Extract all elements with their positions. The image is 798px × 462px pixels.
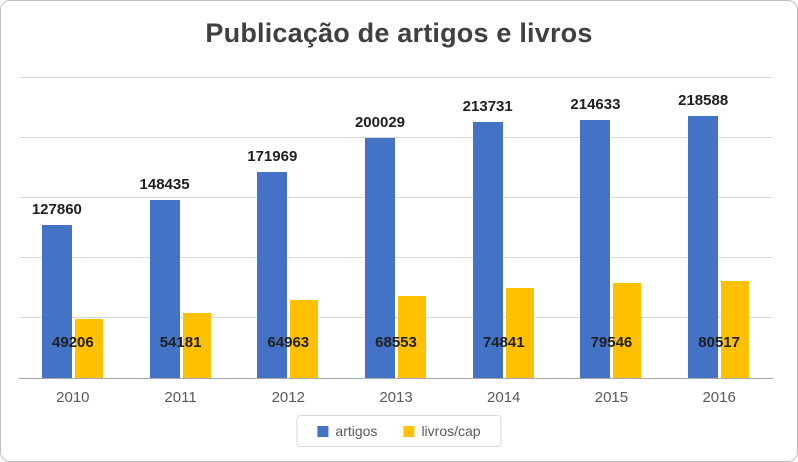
plot-area: 127860 49206 148435 54181 171969 64963 200029 6… <box>19 77 773 379</box>
x-axis-label-2014: 2014 <box>487 389 521 406</box>
data-label-artigos-2011: 148435 <box>139 175 190 193</box>
data-label-livros-cap-2012: 64963 <box>267 334 310 351</box>
bar-livros-cap-2015 <box>613 282 642 378</box>
legend-item-livros-cap: livros/cap <box>403 423 481 439</box>
x-axis-label-2010: 2010 <box>56 389 90 406</box>
bar-artigos-2011 <box>149 199 180 378</box>
legend: artigos livros/cap <box>296 415 502 447</box>
data-label-artigos-2014: 213731 <box>462 97 513 115</box>
gridline <box>19 257 773 258</box>
data-label-livros-cap-2016: 80517 <box>698 334 740 351</box>
data-label-artigos-2010: 127860 <box>31 200 82 218</box>
bar-artigos-2012 <box>257 171 288 378</box>
bar-livros-cap-2011 <box>182 312 211 378</box>
chart-title: Publicação de artigos e livros <box>205 18 593 48</box>
x-axis-label-2015: 2015 <box>594 389 629 406</box>
legend-swatch-livros-cap <box>403 425 415 437</box>
bar-livros-cap-2013 <box>398 295 426 378</box>
bar-artigos-2016 <box>688 115 719 378</box>
bar-artigos-2010 <box>41 224 72 378</box>
data-label-livros-cap-2013: 68553 <box>375 334 417 351</box>
bar-livros-cap-2014 <box>505 288 534 378</box>
legend-label: livros/cap <box>421 423 481 439</box>
bar-livros-cap-2010 <box>74 318 103 378</box>
data-label-livros-cap-2014: 74841 <box>482 334 525 351</box>
bar-artigos-2015 <box>580 120 611 378</box>
data-label-artigos-2016: 218588 <box>678 91 729 109</box>
gridline <box>19 77 773 78</box>
bar-livros-cap-2016 <box>721 281 750 378</box>
legend-item-artigos: artigos <box>317 423 377 439</box>
legend-label: artigos <box>335 423 378 439</box>
bar-artigos-2013 <box>365 137 395 378</box>
bar-livros-cap-2012 <box>290 300 319 378</box>
data-label-livros-cap-2010: 49206 <box>51 334 94 351</box>
data-label-artigos-2012: 171969 <box>247 147 298 165</box>
x-axis-label-2013: 2013 <box>379 389 413 406</box>
gridline <box>19 317 773 318</box>
x-axis-label-2016: 2016 <box>702 389 736 406</box>
gridline <box>19 137 773 138</box>
x-axis-label-2011: 2011 <box>164 389 197 406</box>
gridline <box>19 197 773 198</box>
data-label-artigos-2015: 214633 <box>570 96 621 114</box>
data-label-livros-cap-2011: 54181 <box>159 334 202 351</box>
legend-swatch-artigos <box>317 425 329 437</box>
data-label-livros-cap-2015: 79546 <box>590 334 633 351</box>
x-axis-label-2012: 2012 <box>271 389 305 406</box>
data-label-artigos-2013: 200029 <box>354 113 406 131</box>
bar-artigos-2014 <box>472 121 503 378</box>
